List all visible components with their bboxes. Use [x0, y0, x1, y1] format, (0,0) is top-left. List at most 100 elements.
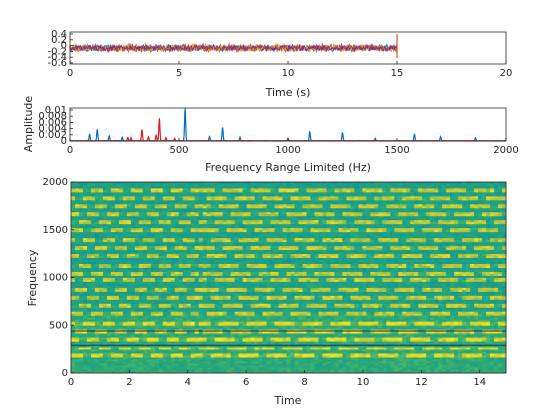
spectrogram-cell: [322, 283, 327, 286]
spectrogram-cell: [170, 307, 176, 310]
spectrogram-cell: [170, 339, 176, 342]
spectrogram-cell: [170, 317, 176, 320]
spectrogram-cell: [71, 365, 76, 368]
spectrogram-cell: [478, 315, 483, 318]
spectrogram-cell: [282, 363, 287, 366]
spectrogram-cell: [498, 365, 503, 368]
spectrogram-cell: [286, 287, 291, 290]
spectrogram-cell: [258, 351, 263, 354]
spectrogram-cell: [262, 307, 267, 310]
spectrogram-cell: [434, 369, 439, 372]
spectrogram-cell: [278, 349, 283, 352]
spectrogram-cell: [450, 315, 455, 318]
spectrogram-cell: [302, 331, 307, 334]
spectrogram-cell: [450, 301, 455, 304]
spectrogram-cell: [450, 371, 455, 374]
spectrogram-cell: [386, 345, 391, 348]
spectrogram-cell: [326, 301, 331, 304]
spectrogram-cell: [106, 349, 112, 352]
spectrogram-cell: [310, 283, 315, 286]
spectrogram-cell: [326, 315, 331, 318]
spectrogram-cell: [186, 287, 192, 290]
spectrogram-cell: [442, 367, 447, 370]
spectrogram-cell: [214, 353, 220, 356]
spectrogram-cell: [342, 311, 347, 314]
spectrogram-cell: [262, 297, 267, 300]
spectrogram-cell: [354, 297, 359, 300]
spectrogram-cell: [370, 329, 375, 332]
spectrogram-cell: [254, 291, 259, 294]
spectrogram-cell: [466, 361, 471, 364]
spectrogram-cell: [310, 355, 315, 358]
spectrogram-cell: [426, 365, 431, 368]
spectrogram-cell: [362, 321, 367, 324]
spectrogram-cell: [110, 341, 116, 344]
spectrogram-cell: [346, 325, 351, 328]
spectrogram-cell: [454, 305, 459, 308]
spectrogram-cell: [374, 353, 379, 356]
spectrogram-cell: [226, 367, 232, 370]
spectrogram-cell: [278, 361, 283, 364]
spectrogram-cell: [286, 299, 291, 302]
spectrogram-cell: [78, 355, 84, 358]
spectrogram-cell: [306, 311, 311, 314]
spectrogram-cell: [266, 353, 271, 356]
spectrogram-cell: [438, 317, 443, 320]
spectrogram-cell: [382, 337, 387, 340]
spectrum-x-tick-label: 2000: [493, 145, 518, 156]
spectrogram-cell: [134, 307, 140, 310]
spectrogram-cell: [202, 349, 208, 352]
spectrogram-cell: [338, 283, 343, 286]
spectrogram-cell: [350, 349, 355, 352]
spectrogram-cell: [382, 361, 387, 364]
spectrogram-cell: [442, 365, 447, 368]
spectrogram-cell: [498, 315, 503, 318]
spectrogram-cell: [130, 307, 136, 310]
spectrogram-cell: [78, 299, 84, 302]
spectrogram-cell: [278, 285, 283, 288]
spectrogram-cell: [422, 367, 427, 370]
spectrogram-cell: [386, 289, 391, 292]
spectrogram-cell: [242, 321, 247, 324]
spectrogram-cell: [142, 293, 148, 296]
spectrogram-cell: [194, 361, 200, 364]
spectrogram-cell: [362, 363, 367, 366]
spectrogram-cell: [158, 313, 164, 316]
spectrogram-cell: [166, 303, 172, 306]
spectrogram-cell: [162, 339, 168, 342]
spectrogram-cell: [266, 323, 271, 326]
spectrogram-cell: [154, 361, 160, 364]
spectrogram-cell: [442, 351, 447, 354]
spectrogram-cell: [71, 359, 76, 362]
spectrogram-cell: [442, 345, 447, 348]
spectrogram-cell: [434, 295, 439, 298]
spectrogram-cell: [190, 359, 196, 362]
spectrogram-cell: [266, 295, 271, 298]
spectrogram-cell: [210, 297, 216, 300]
spectrogram-cell: [326, 365, 331, 368]
spectrogram-cell: [210, 347, 216, 350]
spectrogram-cell: [430, 303, 435, 306]
spectrogram-cell: [246, 323, 251, 326]
spectrogram-cell: [214, 321, 220, 324]
spectrogram-cell: [286, 303, 291, 306]
spectrogram-cell: [146, 347, 152, 350]
spectrogram-cell: [422, 371, 427, 374]
spectrogram-cell: [442, 321, 447, 324]
spectrogram-cell: [174, 303, 180, 306]
spectrogram-cell: [242, 301, 247, 304]
spectrogram-cell: [450, 303, 455, 306]
spectrogram-cell: [346, 347, 351, 350]
spectrogram-cell: [270, 325, 275, 328]
spectrogram-cell: [334, 361, 339, 364]
spectrogram-cell: [158, 339, 164, 342]
spectrogram-cell: [198, 319, 204, 322]
spectrogram-cell: [202, 309, 208, 312]
spectrogram-cell: [190, 361, 196, 364]
spectrogram-cell: [346, 371, 351, 374]
spectrogram-cell: [266, 309, 271, 312]
spectrogram-cell: [266, 311, 271, 314]
spectrogram-cell: [146, 345, 152, 348]
spectrogram-cell: [338, 345, 343, 348]
spectrogram-cell: [314, 311, 319, 314]
